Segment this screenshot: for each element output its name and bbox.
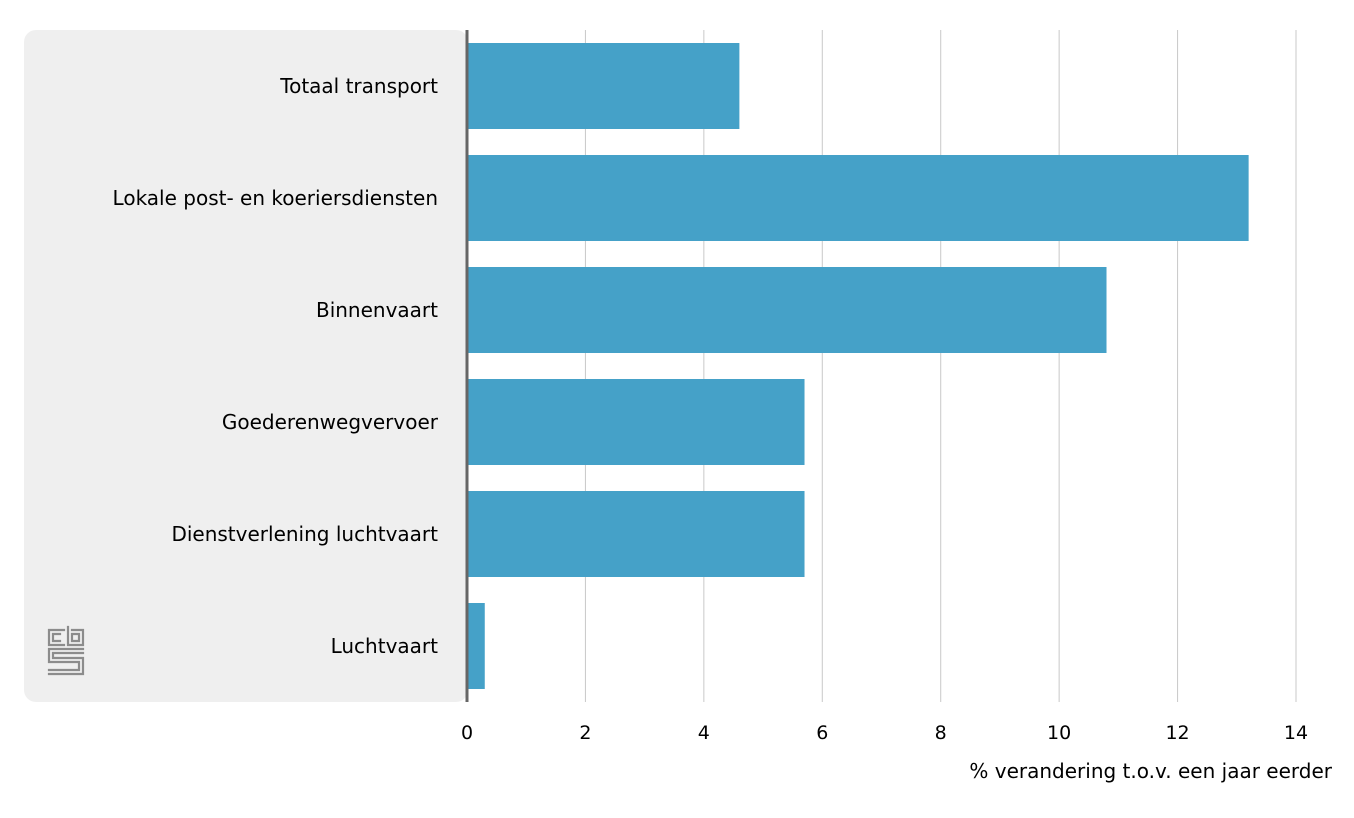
- bar: [467, 491, 805, 577]
- category-label: Totaal transport: [279, 74, 438, 98]
- category-labels: Totaal transport Lokale post- en koeriers…: [113, 74, 439, 658]
- x-tick-label: 10: [1047, 722, 1071, 744]
- bar: [467, 379, 805, 465]
- x-axis-title: % verandering t.o.v. een jaar eerder: [969, 759, 1332, 783]
- category-label: Luchtvaart: [331, 634, 439, 658]
- x-tick-label: 14: [1284, 722, 1308, 744]
- bars: [467, 43, 1249, 689]
- category-label: Lokale post- en koeriersdiensten: [113, 186, 438, 210]
- bar: [467, 155, 1249, 241]
- x-tick-label: 0: [461, 722, 473, 744]
- x-tick-label: 2: [579, 722, 591, 744]
- category-label-panel: [24, 30, 468, 702]
- x-tick-label: 6: [816, 722, 828, 744]
- category-label: Goederenwegvervoer: [222, 410, 439, 434]
- x-tick-label: 4: [698, 722, 710, 744]
- category-label: Dienstverlening luchtvaart: [171, 522, 438, 546]
- category-label: Binnenvaart: [316, 298, 438, 322]
- cbs-logo-icon: [47, 625, 85, 676]
- x-tick-label: 8: [935, 722, 947, 744]
- bar: [467, 603, 485, 689]
- x-tick-label: 12: [1165, 722, 1189, 744]
- gridlines: [584, 30, 1297, 702]
- bar: [467, 267, 1107, 353]
- bar: [467, 43, 740, 129]
- x-tick-labels: 0 2 4 6 8 10 12 14: [461, 722, 1308, 744]
